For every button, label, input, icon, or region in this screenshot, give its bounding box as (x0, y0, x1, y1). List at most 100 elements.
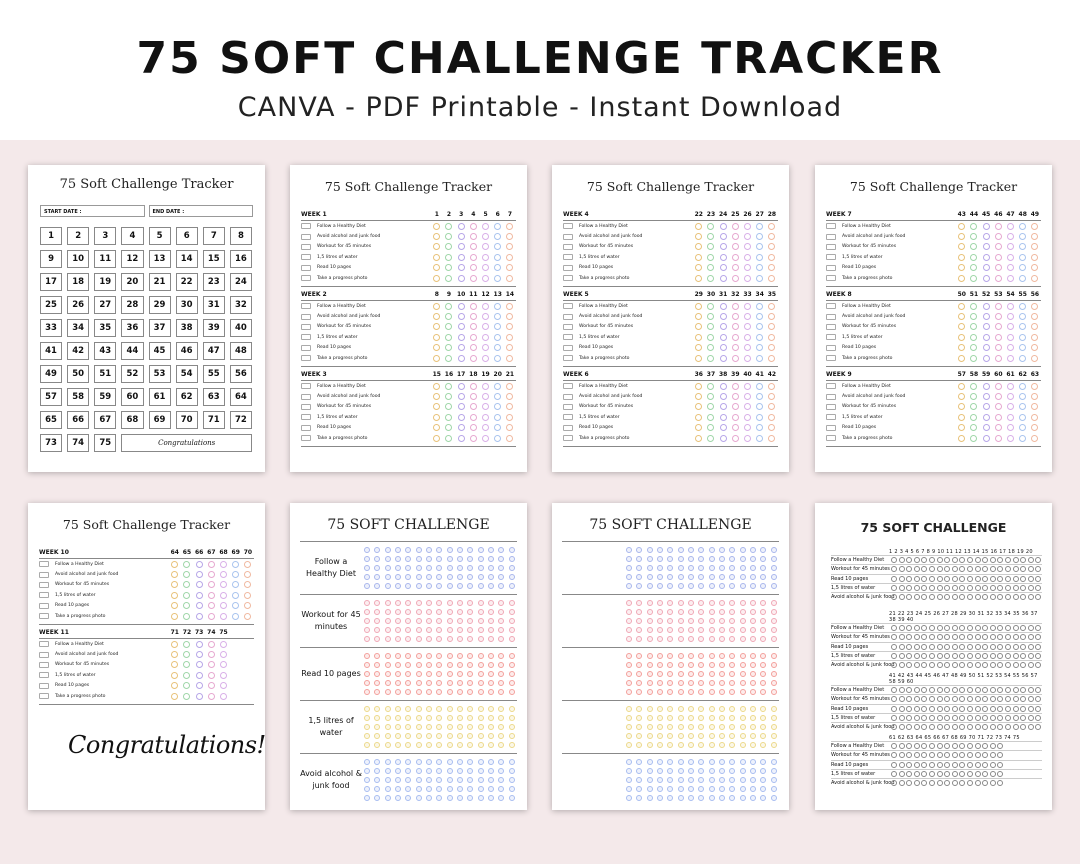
check-circle[interactable] (719, 233, 727, 241)
check-circle[interactable] (426, 618, 433, 624)
check-circle[interactable] (756, 424, 764, 432)
check-circle[interactable] (636, 706, 643, 712)
check-circle[interactable] (997, 557, 1004, 564)
check-circle[interactable] (750, 777, 757, 783)
check-circle[interactable] (636, 609, 643, 615)
check-circle[interactable] (731, 393, 739, 401)
check-circle[interactable] (364, 777, 371, 783)
check-circle[interactable] (739, 680, 746, 686)
check-circle[interactable] (982, 625, 989, 632)
check-circle[interactable] (1020, 625, 1027, 632)
check-circle[interactable] (688, 786, 695, 792)
check-circle[interactable] (688, 636, 695, 642)
check-circle[interactable] (667, 653, 674, 659)
check-circle[interactable] (768, 243, 776, 251)
check-circle[interactable] (688, 795, 695, 801)
check-circle[interactable] (898, 687, 905, 694)
check-circle[interactable] (982, 557, 989, 564)
check-circle[interactable] (374, 759, 381, 765)
check-circle[interactable] (195, 671, 203, 679)
check-circle[interactable] (405, 627, 412, 633)
check-circle[interactable] (183, 661, 191, 669)
check-circle[interactable] (395, 689, 402, 695)
day-box[interactable]: 6 (175, 227, 198, 245)
check-circle[interactable] (688, 724, 695, 730)
check-circle[interactable] (395, 618, 402, 624)
check-circle[interactable] (708, 786, 715, 792)
check-circle[interactable] (374, 583, 381, 589)
check-circle[interactable] (636, 689, 643, 695)
check-circle[interactable] (1031, 264, 1039, 272)
check-circle[interactable] (708, 671, 715, 677)
check-circle[interactable] (1019, 274, 1027, 282)
check-circle[interactable] (646, 733, 653, 739)
check-circle[interactable] (698, 795, 705, 801)
check-circle[interactable] (921, 634, 928, 641)
check-circle[interactable] (1035, 687, 1042, 694)
check-circle[interactable] (457, 706, 464, 712)
check-circle[interactable] (1031, 413, 1039, 421)
check-circle[interactable] (436, 653, 443, 659)
check-circle[interactable] (698, 733, 705, 739)
check-circle[interactable] (482, 243, 490, 251)
check-circle[interactable] (982, 575, 989, 582)
check-circle[interactable] (426, 609, 433, 615)
check-circle[interactable] (374, 733, 381, 739)
check-circle[interactable] (232, 581, 240, 589)
check-circle[interactable] (1004, 696, 1011, 703)
check-circle[interactable] (364, 662, 371, 668)
check-circle[interactable] (989, 761, 996, 768)
check-circle[interactable] (677, 574, 684, 580)
check-circle[interactable] (426, 653, 433, 659)
check-circle[interactable] (928, 752, 935, 759)
check-circle[interactable] (708, 583, 715, 589)
check-circle[interactable] (364, 786, 371, 792)
check-circle[interactable] (384, 680, 391, 686)
check-circle[interactable] (966, 696, 973, 703)
check-circle[interactable] (426, 706, 433, 712)
check-circle[interactable] (1004, 662, 1011, 669)
check-circle[interactable] (898, 585, 905, 592)
check-circle[interactable] (195, 661, 203, 669)
day-box[interactable]: 75 (94, 434, 117, 452)
check-circle[interactable] (477, 733, 484, 739)
check-circle[interactable] (698, 786, 705, 792)
check-circle[interactable] (405, 653, 412, 659)
check-circle[interactable] (395, 574, 402, 580)
check-circle[interactable] (989, 575, 996, 582)
check-circle[interactable] (183, 591, 191, 599)
check-circle[interactable] (958, 302, 966, 310)
check-circle[interactable] (508, 653, 515, 659)
check-circle[interactable] (488, 583, 495, 589)
check-circle[interactable] (891, 705, 897, 712)
check-circle[interactable] (989, 724, 996, 731)
check-circle[interactable] (707, 434, 715, 442)
check-circle[interactable] (966, 724, 973, 731)
check-circle[interactable] (966, 653, 973, 660)
check-circle[interactable] (415, 759, 422, 765)
check-circle[interactable] (928, 705, 935, 712)
check-circle[interactable] (436, 600, 443, 606)
check-circle[interactable] (913, 761, 920, 768)
check-circle[interactable] (498, 759, 505, 765)
check-circle[interactable] (982, 724, 989, 731)
check-circle[interactable] (395, 653, 402, 659)
check-circle[interactable] (719, 680, 726, 686)
check-circle[interactable] (494, 333, 502, 341)
check-circle[interactable] (913, 643, 920, 650)
check-circle[interactable] (494, 403, 502, 411)
check-circle[interactable] (657, 742, 664, 748)
check-circle[interactable] (719, 313, 727, 321)
check-circle[interactable] (994, 393, 1002, 401)
check-circle[interactable] (436, 618, 443, 624)
check-circle[interactable] (469, 333, 477, 341)
check-circle[interactable] (951, 761, 958, 768)
check-circle[interactable] (906, 780, 913, 787)
check-circle[interactable] (488, 653, 495, 659)
check-circle[interactable] (1031, 333, 1039, 341)
check-circle[interactable] (1031, 403, 1039, 411)
check-circle[interactable] (488, 609, 495, 615)
check-circle[interactable] (729, 565, 736, 571)
check-circle[interactable] (966, 575, 973, 582)
check-circle[interactable] (719, 243, 727, 251)
